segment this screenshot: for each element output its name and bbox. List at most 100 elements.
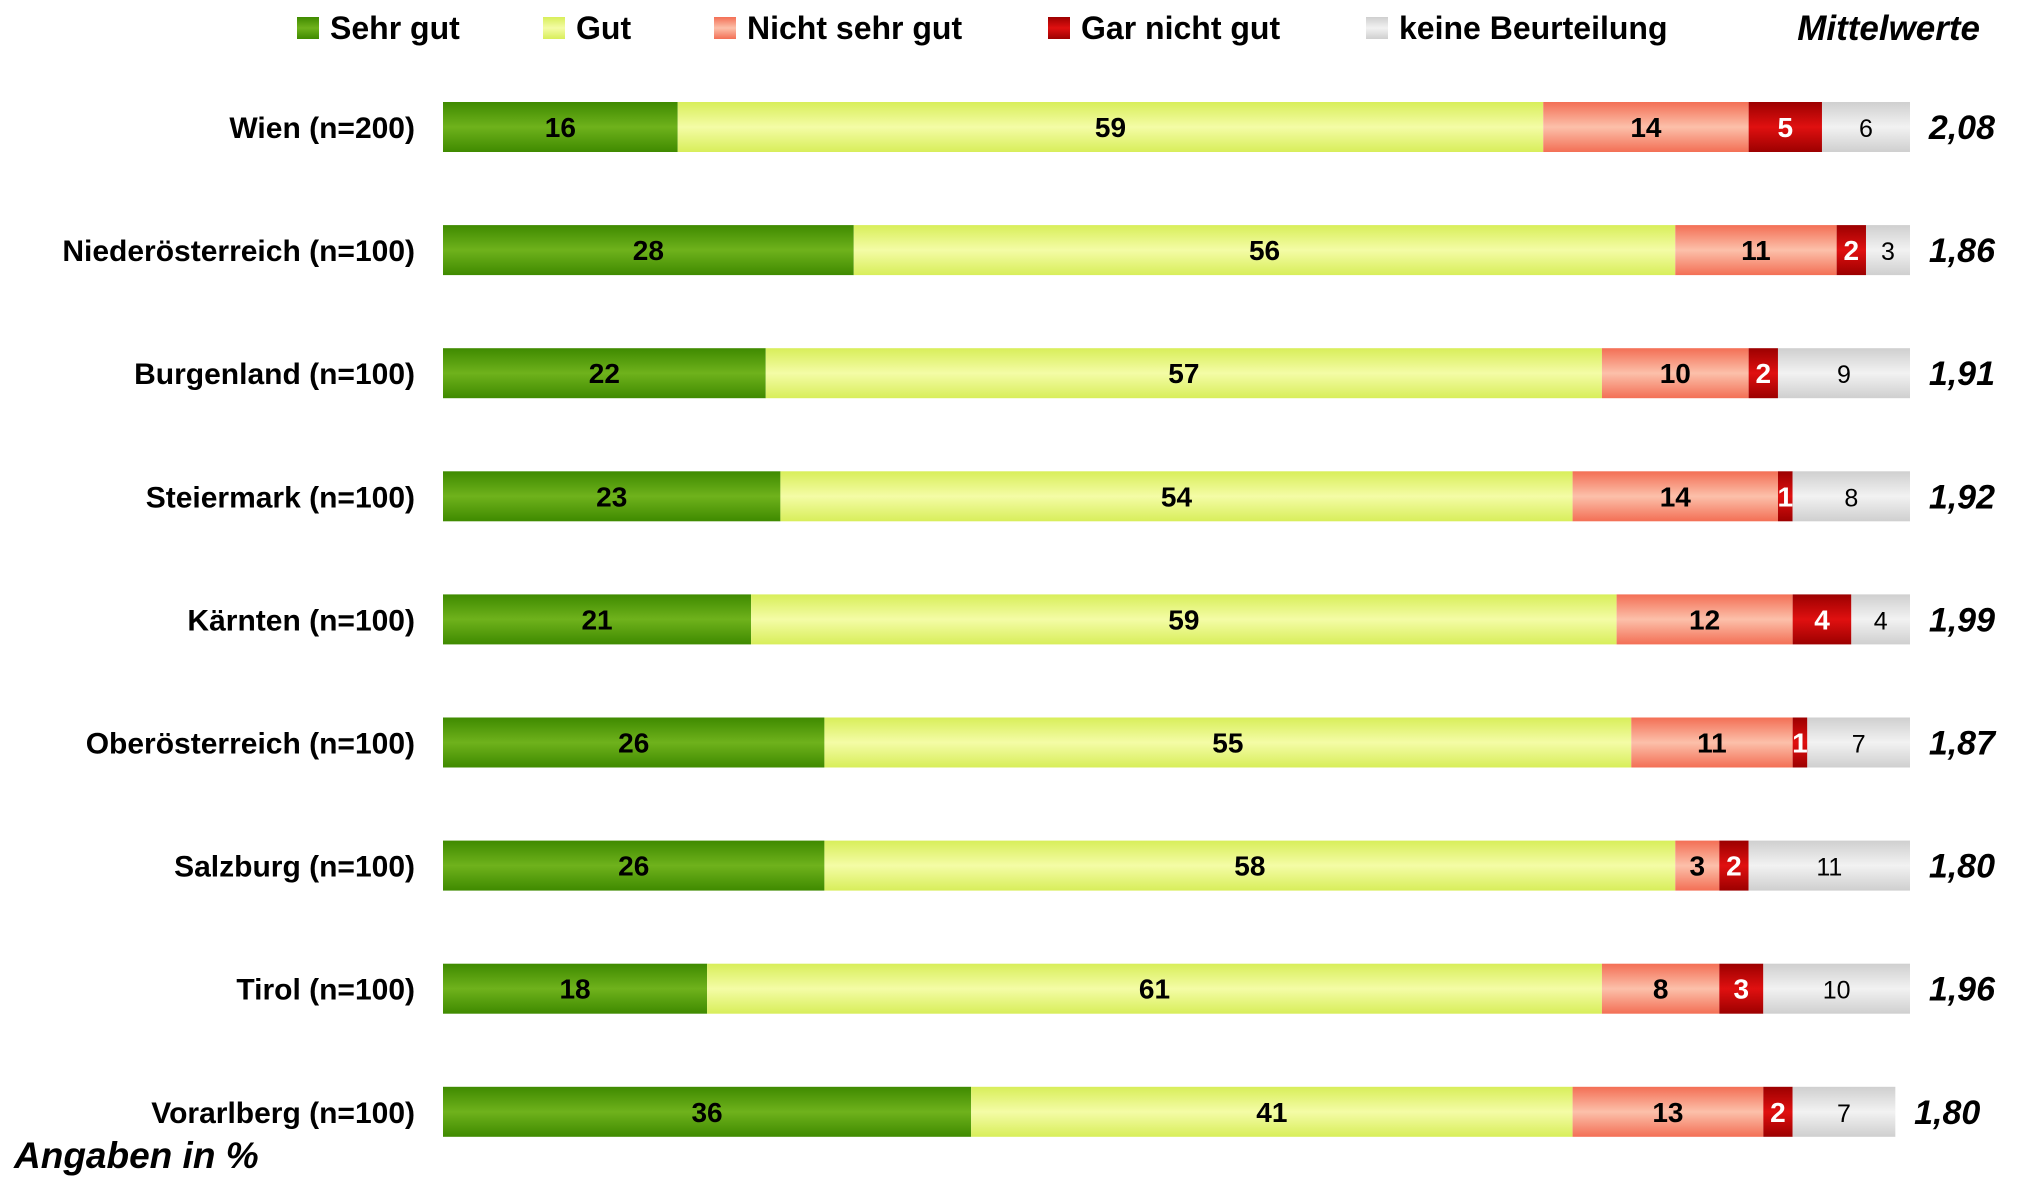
bar-keine-beurteilung-burgenland-n-100	[1777, 348, 1910, 399]
bar-rows: Wien (n=200) 16 59 14 5 6 2,08Niederösterreich…	[62, 102, 1997, 1137]
bar-gut-niederosterreich-n-100	[853, 225, 1676, 276]
bar-keine-beurteilung-tirol-n-100	[1763, 963, 1910, 1014]
bar-nicht-sehr-gut-steiermark-n-100	[1572, 471, 1778, 522]
mean-value-oberosterreich-n-100: 1,87	[1929, 725, 1997, 763]
data-label-keine-beurteilung-niederosterreich-n-100: 3	[1881, 238, 1895, 266]
data-label-gut-wien-n-200: 59	[1095, 112, 1126, 143]
data-label-gar-nicht-gut-niederosterreich-n-100: 2	[1844, 235, 1860, 266]
bar-keine-beurteilung-oberosterreich-n-100	[1807, 717, 1910, 768]
bar-gut-steiermark-n-100	[780, 471, 1573, 522]
data-label-sehr-gut-salzburg-n-100: 26	[618, 851, 649, 882]
bar-nicht-sehr-gut-vorarlberg-n-100	[1572, 1086, 1764, 1137]
bar-gar-nicht-gut-niederosterreich-n-100	[1836, 225, 1866, 276]
legend-swatch-gar-nicht-gut	[1048, 17, 1070, 39]
data-label-nicht-sehr-gut-wien-n-200: 14	[1630, 112, 1662, 143]
mean-value-wien-n-200: 2,08	[1928, 109, 1995, 147]
bar-gar-nicht-gut-karnten-n-100	[1792, 594, 1852, 645]
bar-gut-karnten-n-100	[751, 594, 1617, 645]
legend-label-sehr-gut: Sehr gut	[330, 10, 460, 46]
data-label-gar-nicht-gut-vorarlberg-n-100: 2	[1770, 1097, 1786, 1128]
data-label-nicht-sehr-gut-salzburg-n-100: 3	[1689, 851, 1705, 882]
category-label-salzburg-n-100: Salzburg (n=100)	[174, 851, 415, 884]
data-label-nicht-sehr-gut-vorarlberg-n-100: 13	[1652, 1097, 1683, 1128]
data-label-keine-beurteilung-steiermark-n-100: 8	[1844, 484, 1858, 512]
bar-sehr-gut-steiermark-n-100	[443, 471, 781, 522]
bar-gut-oberosterreich-n-100	[824, 717, 1632, 768]
data-label-nicht-sehr-gut-niederosterreich-n-100: 11	[1741, 235, 1771, 266]
data-label-gar-nicht-gut-oberosterreich-n-100: 1	[1792, 728, 1808, 759]
mean-value-tirol-n-100: 1,96	[1929, 971, 1996, 1009]
bar-gut-salzburg-n-100	[824, 840, 1676, 891]
data-label-gut-oberosterreich-n-100: 55	[1212, 728, 1243, 759]
data-label-keine-beurteilung-karnten-n-100: 4	[1874, 607, 1888, 635]
mean-value-niederosterreich-n-100: 1,86	[1929, 232, 1996, 270]
bar-sehr-gut-tirol-n-100	[443, 963, 708, 1014]
data-label-gut-vorarlberg-n-100: 41	[1256, 1097, 1287, 1128]
category-label-tirol-n-100: Tirol (n=100)	[236, 974, 415, 1007]
mean-value-vorarlberg-n-100: 1,80	[1914, 1094, 1980, 1132]
data-label-keine-beurteilung-oberosterreich-n-100: 7	[1852, 731, 1866, 759]
data-label-sehr-gut-steiermark-n-100: 23	[596, 481, 627, 512]
legend-label-gar-nicht-gut: Gar nicht gut	[1081, 10, 1280, 46]
bar-gar-nicht-gut-tirol-n-100	[1719, 963, 1764, 1014]
data-label-sehr-gut-oberosterreich-n-100: 26	[618, 728, 649, 759]
bar-keine-beurteilung-vorarlberg-n-100	[1792, 1086, 1896, 1137]
data-label-sehr-gut-wien-n-200: 16	[545, 112, 576, 143]
data-label-keine-beurteilung-tirol-n-100: 10	[1823, 977, 1851, 1005]
data-label-gut-niederosterreich-n-100: 56	[1249, 235, 1280, 266]
data-label-sehr-gut-niederosterreich-n-100: 28	[633, 235, 664, 266]
bar-gut-vorarlberg-n-100	[971, 1086, 1573, 1137]
category-label-karnten-n-100: Kärnten (n=100)	[187, 604, 415, 637]
bar-gar-nicht-gut-burgenland-n-100	[1748, 348, 1778, 399]
bar-sehr-gut-vorarlberg-n-100	[443, 1086, 972, 1137]
bar-nicht-sehr-gut-wien-n-200	[1543, 102, 1749, 152]
legend-swatch-gut	[543, 17, 565, 39]
bar-gar-nicht-gut-salzburg-n-100	[1719, 840, 1749, 891]
category-label-steiermark-n-100: Steiermark (n=100)	[146, 481, 415, 514]
data-label-gut-salzburg-n-100: 58	[1234, 851, 1265, 882]
category-label-niederosterreich-n-100: Niederösterreich (n=100)	[62, 235, 415, 268]
category-label-burgenland-n-100: Burgenland (n=100)	[134, 358, 415, 391]
bar-sehr-gut-wien-n-200	[443, 102, 678, 152]
bar-nicht-sehr-gut-karnten-n-100	[1616, 594, 1793, 645]
data-label-gar-nicht-gut-tirol-n-100: 3	[1734, 974, 1750, 1005]
bar-nicht-sehr-gut-tirol-n-100	[1601, 963, 1720, 1014]
unit-note: Angaben in %	[14, 1135, 259, 1176]
category-label-vorarlberg-n-100: Vorarlberg (n=100)	[151, 1097, 415, 1130]
data-label-gut-karnten-n-100: 59	[1168, 604, 1199, 635]
data-label-sehr-gut-burgenland-n-100: 22	[589, 358, 620, 389]
mean-value-steiermark-n-100: 1,92	[1929, 478, 1995, 516]
data-label-nicht-sehr-gut-steiermark-n-100: 14	[1660, 481, 1692, 512]
data-label-nicht-sehr-gut-karnten-n-100: 12	[1689, 604, 1720, 635]
data-label-gar-nicht-gut-steiermark-n-100: 1	[1778, 481, 1794, 512]
bar-sehr-gut-oberosterreich-n-100	[443, 717, 825, 768]
bar-sehr-gut-niederosterreich-n-100	[443, 225, 854, 276]
mean-value-burgenland-n-100: 1,91	[1929, 355, 1995, 393]
category-label-wien-n-200: Wien (n=200)	[229, 112, 415, 145]
bar-nicht-sehr-gut-burgenland-n-100	[1601, 348, 1749, 399]
data-label-gut-steiermark-n-100: 54	[1161, 481, 1193, 512]
bar-sehr-gut-burgenland-n-100	[443, 348, 766, 399]
bar-gut-tirol-n-100	[707, 963, 1602, 1014]
data-label-gar-nicht-gut-burgenland-n-100: 2	[1756, 358, 1772, 389]
bar-nicht-sehr-gut-niederosterreich-n-100	[1675, 225, 1837, 276]
bar-keine-beurteilung-karnten-n-100	[1851, 594, 1910, 645]
bar-nicht-sehr-gut-oberosterreich-n-100	[1631, 717, 1793, 768]
data-label-sehr-gut-karnten-n-100: 21	[581, 604, 612, 635]
data-label-nicht-sehr-gut-burgenland-n-100: 10	[1660, 358, 1691, 389]
legend-label-gut: Gut	[576, 10, 631, 46]
bar-nicht-sehr-gut-salzburg-n-100	[1675, 840, 1720, 891]
data-label-sehr-gut-tirol-n-100: 18	[559, 974, 590, 1005]
data-label-keine-beurteilung-wien-n-200: 6	[1859, 115, 1873, 143]
data-label-gut-burgenland-n-100: 57	[1168, 358, 1199, 389]
mean-value-salzburg-n-100: 1,80	[1929, 848, 1995, 886]
bar-gut-burgenland-n-100	[765, 348, 1602, 399]
bar-keine-beurteilung-wien-n-200	[1821, 102, 1910, 152]
bar-keine-beurteilung-salzburg-n-100	[1748, 840, 1910, 891]
data-label-gar-nicht-gut-salzburg-n-100: 2	[1726, 851, 1742, 882]
bar-gar-nicht-gut-wien-n-200	[1748, 102, 1822, 152]
legend: Sehr gut Gut Nicht sehr gut Gar nicht gut ke…	[297, 10, 1668, 46]
legend-swatch-sehr-gut	[297, 17, 319, 39]
legend-label-keine-beurteilung: keine Beurteilung	[1399, 10, 1668, 46]
